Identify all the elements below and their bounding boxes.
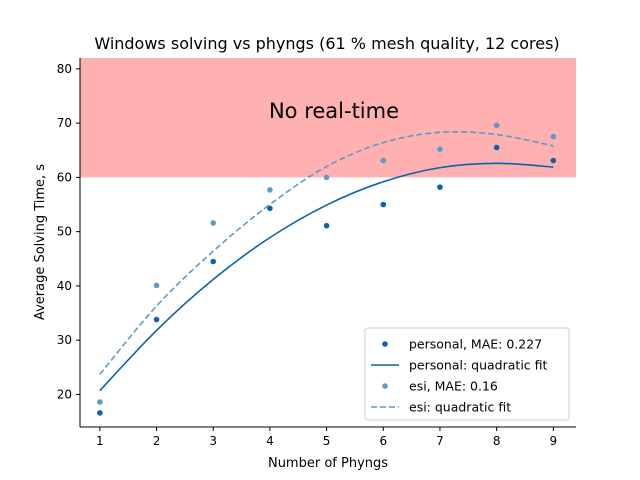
x-tick-label-8: 8 [493,434,501,448]
legend-label-1: personal: quadratic fit [409,358,548,373]
legend-marker-0 [382,341,388,347]
legend-label-3: esi: quadratic fit [409,400,511,415]
plot-area [80,58,576,416]
series-0-point-8 [550,157,557,164]
series-2-point-4 [323,174,330,181]
series-0-point-0 [97,410,103,416]
series-0-point-2 [210,258,217,265]
series-0-point-5 [380,201,387,208]
x-tick-label-5: 5 [323,434,331,448]
legend-label-2: esi, MAE: 0.16 [409,379,498,394]
series-2-point-8 [550,133,557,140]
series-0-point-6 [437,184,443,190]
y-tick-label-70: 70 [57,116,72,130]
series-2-point-3 [267,187,273,193]
x-tick-label-3: 3 [209,434,217,448]
y-tick-label-80: 80 [57,62,72,76]
legend-marker-2 [382,383,388,389]
series-2-point-2 [210,220,217,226]
series-0-point-3 [267,205,273,212]
series-2-point-0 [97,399,103,405]
x-tick-label-2: 2 [153,434,161,448]
legend-label-0: personal, MAE: 0.227 [409,337,542,352]
series-1-line [99,162,554,392]
x-tick-label-4: 4 [266,434,274,448]
x-tick-label-1: 1 [96,434,104,448]
y-axis-label: Average Solving Time, s [33,164,48,320]
series-2-point-1 [153,282,160,289]
series-3-line [99,130,554,375]
series-0-point-7 [493,144,500,151]
series-2-point-6 [437,146,443,152]
x-axis-label: Number of Phyngs [268,456,388,471]
x-tick-label-6: 6 [379,434,387,448]
series-0-point-4 [323,222,330,229]
series-2-point-5 [380,157,387,164]
y-tick-label-30: 30 [57,333,72,347]
axes: 1 2 3 4 5 6 7 8 9 20 30 40 50 60 70 80 [57,58,576,448]
y-tick-label-60: 60 [57,170,72,184]
x-tick-label-9: 9 [550,434,558,448]
chart-title: Windows solving vs phyngs (61 % mesh qua… [94,34,559,53]
series-0-point-1 [153,316,160,323]
no-real-time-region [80,58,576,178]
y-tick-label-50: 50 [57,225,72,239]
x-tick-label-7: 7 [436,434,444,448]
legend-box [364,327,570,421]
legend: personal, MAE: 0.227 personal: quadratic … [364,327,570,421]
region-label: No real-time [269,99,399,123]
y-tick-label-40: 40 [57,279,72,293]
y-tick-label-20: 20 [57,387,72,401]
series-2-point-7 [493,122,500,129]
